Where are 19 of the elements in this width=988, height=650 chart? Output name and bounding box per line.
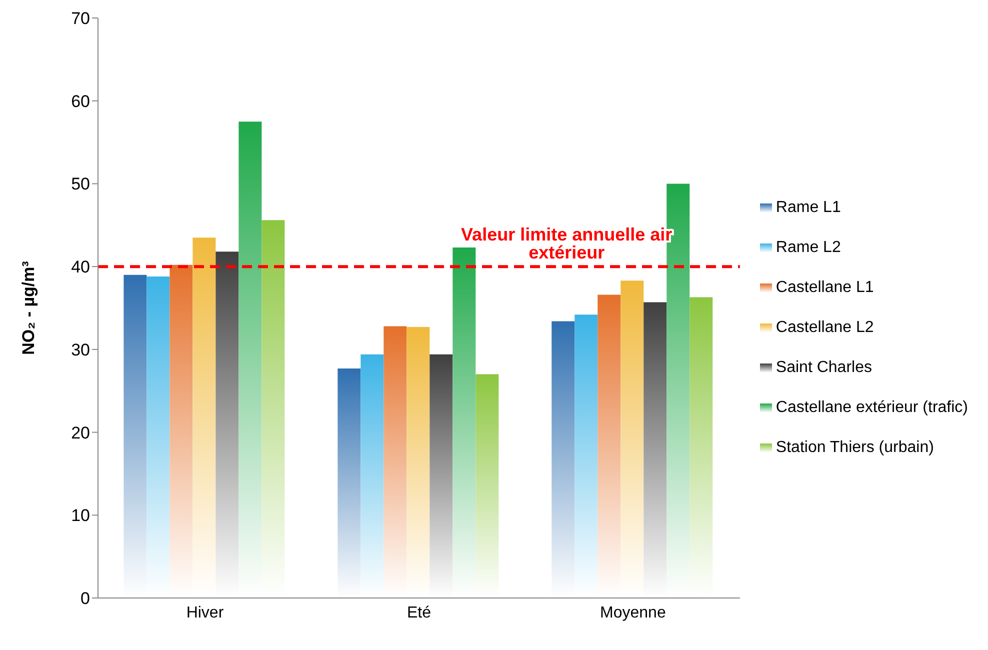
y-axis-title: NO₂ - µg/m³ xyxy=(19,260,38,355)
legend-label: Castellane extérieur (trafic) xyxy=(776,399,968,416)
x-tick-label: Moyenne xyxy=(600,604,666,622)
x-tick-label: Hiver xyxy=(186,604,224,622)
legend-label: Rame L1 xyxy=(776,199,841,216)
x-tick-label: Eté xyxy=(406,604,432,622)
legend-label: Rame L2 xyxy=(776,239,841,256)
legend-label: Castellane L2 xyxy=(776,319,874,336)
y-tick-label: 0 xyxy=(80,589,90,608)
legend-label: Saint Charles xyxy=(776,359,872,376)
legend-label: Castellane L1 xyxy=(776,279,874,296)
y-tick-label: 70 xyxy=(71,9,90,28)
y-tick-label: 60 xyxy=(71,92,90,111)
y-tick-label: 30 xyxy=(71,340,90,360)
y-tick-label: 10 xyxy=(71,506,90,526)
y-tick-label: 20 xyxy=(71,423,90,442)
y-tick-label: 50 xyxy=(71,174,90,194)
legend-label: Station Thiers (urbain) xyxy=(776,439,934,456)
y-tick-label: 40 xyxy=(71,258,90,277)
